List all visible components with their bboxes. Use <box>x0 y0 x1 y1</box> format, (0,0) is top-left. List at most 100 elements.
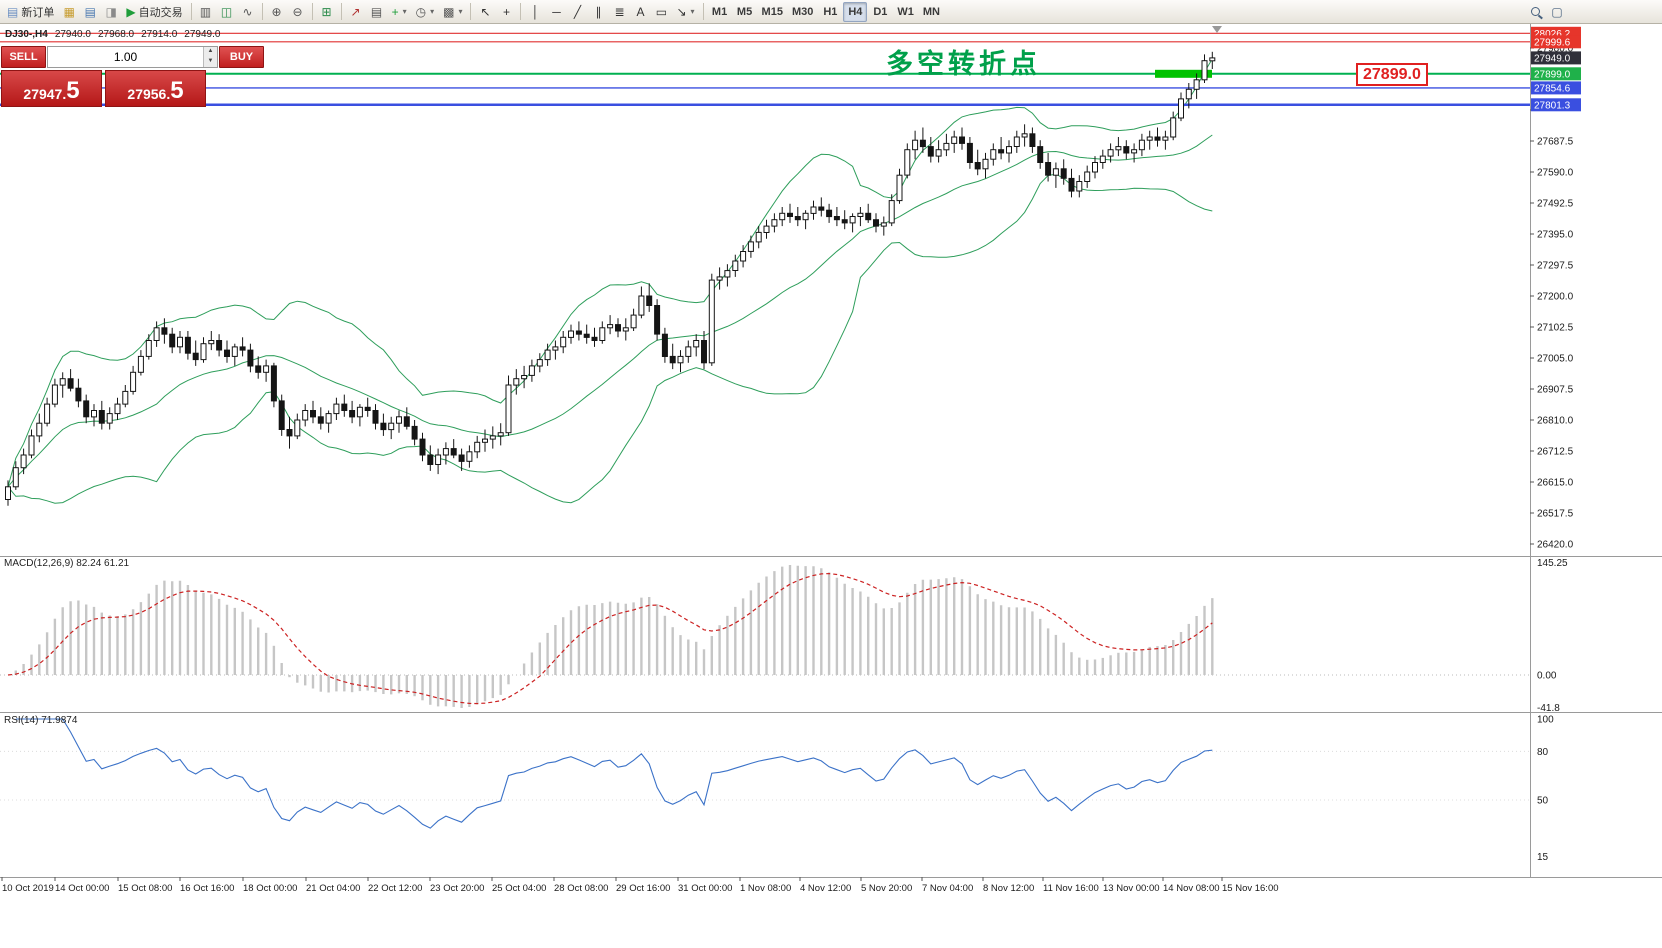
candlestick-button[interactable]: ◫ <box>217 2 237 22</box>
macd-layer <box>0 565 1530 708</box>
vertical-line-button[interactable]: │ <box>525 2 545 22</box>
volume-increase-button[interactable]: ▲ <box>207 48 214 54</box>
price-axis-label: 26907.5 <box>1537 385 1574 396</box>
candle-body <box>1060 168 1067 179</box>
candle-body <box>1185 88 1192 100</box>
zoom-in-icon: ⊕ <box>271 4 282 19</box>
candle-body <box>1107 149 1114 157</box>
arrows-icon: ↘ <box>676 4 687 19</box>
indicators-button[interactable]: ↗ <box>346 2 366 22</box>
price-chart[interactable]: 27980.0 27687.5 27590.0 27492.5 27395.0 27297… <box>0 24 1662 948</box>
indicator-windows-button[interactable]: ▤ <box>367 2 387 22</box>
channel-button[interactable]: ∥ <box>588 2 608 22</box>
timeframe-m30-button[interactable]: M30 <box>788 2 817 22</box>
candle-body <box>1021 133 1028 138</box>
sell-button[interactable]: SELL <box>1 46 46 68</box>
chart-shift-marker[interactable] <box>1212 26 1222 33</box>
candle-body <box>896 174 903 202</box>
line-chart-button[interactable]: ∿ <box>238 2 258 22</box>
new-order-button[interactable]: ▤ 新订单 <box>3 2 58 22</box>
volume-field[interactable]: ▲ ▼ <box>47 46 218 68</box>
candlestick-icon: ◫ <box>220 4 233 19</box>
price-label-text: 28026.2 <box>1534 29 1571 40</box>
timeframe-m1-button[interactable]: M1 <box>708 2 732 22</box>
new-order-icon: ▤ <box>7 4 19 19</box>
toolbar-separator <box>470 3 472 20</box>
timeframe-h4-button[interactable]: H4 <box>843 1 868 22</box>
price-axis-label: 27590.0 <box>1537 168 1574 179</box>
candle-body <box>1115 146 1122 151</box>
price-axis-label: 27395.0 <box>1537 230 1574 241</box>
timeframe-mn-button[interactable]: MN <box>919 2 944 22</box>
one-click-trading-panel: SELL ▲ ▼ BUY 27947. 5 27956. 5 <box>1 46 264 107</box>
timeframe-m5-button[interactable]: M5 <box>733 2 757 22</box>
candle-body <box>1209 57 1216 62</box>
templates-button[interactable]: ▩ ▾ <box>439 2 466 22</box>
cursor-button[interactable]: ↖ <box>475 2 495 22</box>
zoom-in-button[interactable]: ⊕ <box>267 2 287 22</box>
buy-button[interactable]: BUY <box>219 46 264 68</box>
candle-body <box>536 359 543 367</box>
candle-body <box>1045 162 1052 176</box>
candle-body <box>20 454 27 469</box>
candle-body <box>325 413 332 424</box>
candle-body <box>458 454 465 462</box>
volume-input[interactable] <box>48 47 203 67</box>
crosshair-button[interactable]: + <box>496 2 516 22</box>
candle-body <box>951 136 958 144</box>
candle-body <box>114 403 121 415</box>
time-axis-label: 4 Nov 12:00 <box>800 883 851 894</box>
fibonacci-button[interactable]: ≣ <box>609 2 629 22</box>
arrows-button[interactable]: ↘ ▾ <box>672 2 698 22</box>
rsi-axis-label: 15 <box>1537 852 1549 863</box>
candle-body <box>818 206 825 211</box>
zoom-out-icon: ⊖ <box>292 4 303 19</box>
trendline-button[interactable]: ╱ <box>567 2 587 22</box>
charts-button[interactable]: ▦ <box>59 2 79 22</box>
candle-body <box>396 416 402 424</box>
horizontal-line-button[interactable]: ─ <box>546 2 566 22</box>
toolbar-separator <box>311 3 313 20</box>
sell-price[interactable]: 27947. 5 <box>1 70 102 107</box>
candle-body <box>1178 98 1184 119</box>
cursor-icon: ↖ <box>480 4 491 19</box>
periods-button[interactable]: ◷ ▾ <box>412 2 439 22</box>
candle-body <box>1201 60 1208 81</box>
search-button[interactable] <box>1525 2 1545 22</box>
zoom-out-button[interactable]: ⊖ <box>288 2 308 22</box>
volume-spinner[interactable]: ▲ ▼ <box>203 47 217 67</box>
candle-body <box>145 340 152 357</box>
buy-price-main: 27956. <box>127 86 171 102</box>
timeframe-d1-button[interactable]: D1 <box>868 2 892 22</box>
workspace-button[interactable]: ▢ <box>1547 2 1567 22</box>
auto-trading-button[interactable]: ▶ 自动交易 <box>122 2 186 22</box>
candle-body <box>654 305 661 335</box>
price-axis-label: 27980.0 <box>1537 44 1574 55</box>
timeframe-w1-button[interactable]: W1 <box>893 2 918 22</box>
add-indicator-button[interactable]: + ▾ <box>388 2 411 22</box>
market-watch-button[interactable]: ◨ <box>101 2 121 22</box>
candle-body <box>98 410 105 424</box>
candle-body <box>263 365 270 373</box>
text-button[interactable]: A <box>630 2 650 22</box>
profiles-button[interactable]: ▤ <box>80 2 100 22</box>
candle-body <box>912 139 919 151</box>
candle-body <box>1037 146 1044 163</box>
timeframe-h1-button[interactable]: H1 <box>818 2 842 22</box>
candle-body <box>919 139 926 148</box>
buy-price[interactable]: 27956. 5 <box>105 70 206 107</box>
candle-body <box>763 225 770 234</box>
candle-body <box>435 454 442 465</box>
candle-body <box>591 336 598 341</box>
volume-decrease-button[interactable]: ▼ <box>207 58 214 64</box>
candle-body <box>1162 136 1169 141</box>
tile-windows-button[interactable]: ⊞ <box>317 2 337 22</box>
timeframe-m15-button[interactable]: M15 <box>758 2 787 22</box>
bar-chart-button[interactable]: ▥ <box>196 2 216 22</box>
candle-body <box>106 413 113 424</box>
label-button[interactable]: ▭ <box>651 2 671 22</box>
time-axis-label: 7 Nov 04:00 <box>922 883 973 894</box>
candle-body <box>802 212 809 221</box>
candle-body <box>380 422 387 431</box>
